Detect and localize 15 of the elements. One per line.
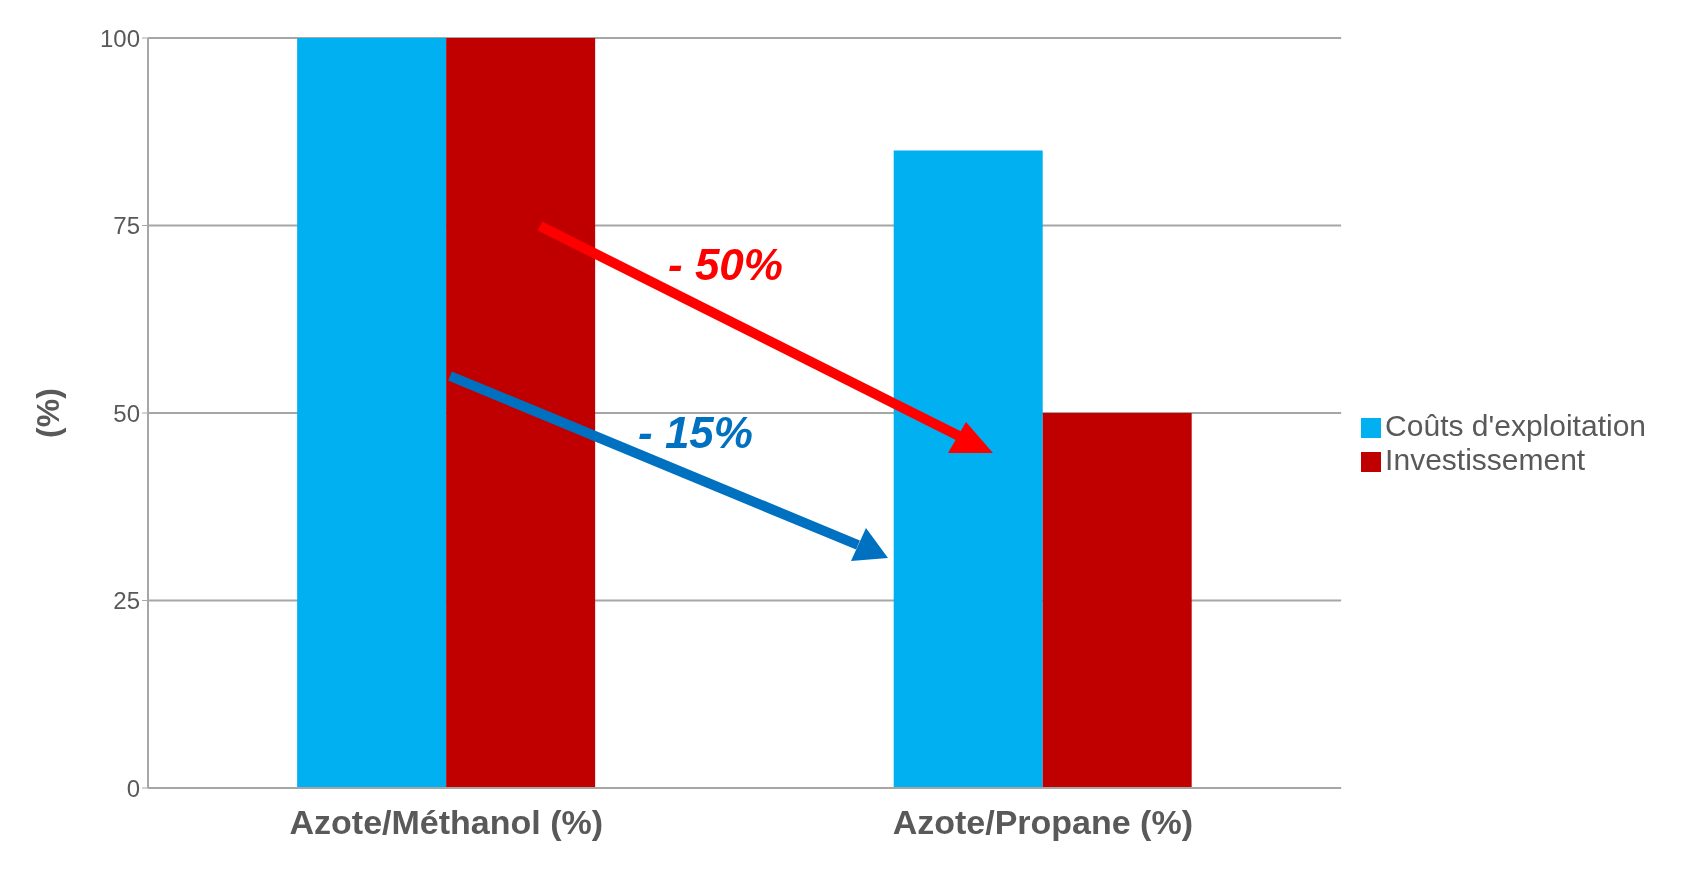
y-tick-label: 50 <box>113 399 140 427</box>
bar <box>297 38 447 788</box>
legend-label: Investissement <box>1385 443 1586 476</box>
x-tick-label: Azote/Méthanol (%) <box>289 803 604 842</box>
y-tick-label: 75 <box>113 212 140 240</box>
y-axis-title: (%) <box>30 388 67 438</box>
legend-label: Coûts d'exploitation <box>1385 409 1646 442</box>
bar <box>893 150 1043 788</box>
x-tick-label: Azote/Propane (%) <box>892 803 1194 842</box>
annotation: - 50% <box>668 240 783 290</box>
y-tick-label: 100 <box>99 24 140 52</box>
y-tick-label: 25 <box>113 587 140 615</box>
bar <box>1042 413 1192 788</box>
y-tick-label: 0 <box>126 774 140 802</box>
annotation: - 15% <box>638 408 753 458</box>
